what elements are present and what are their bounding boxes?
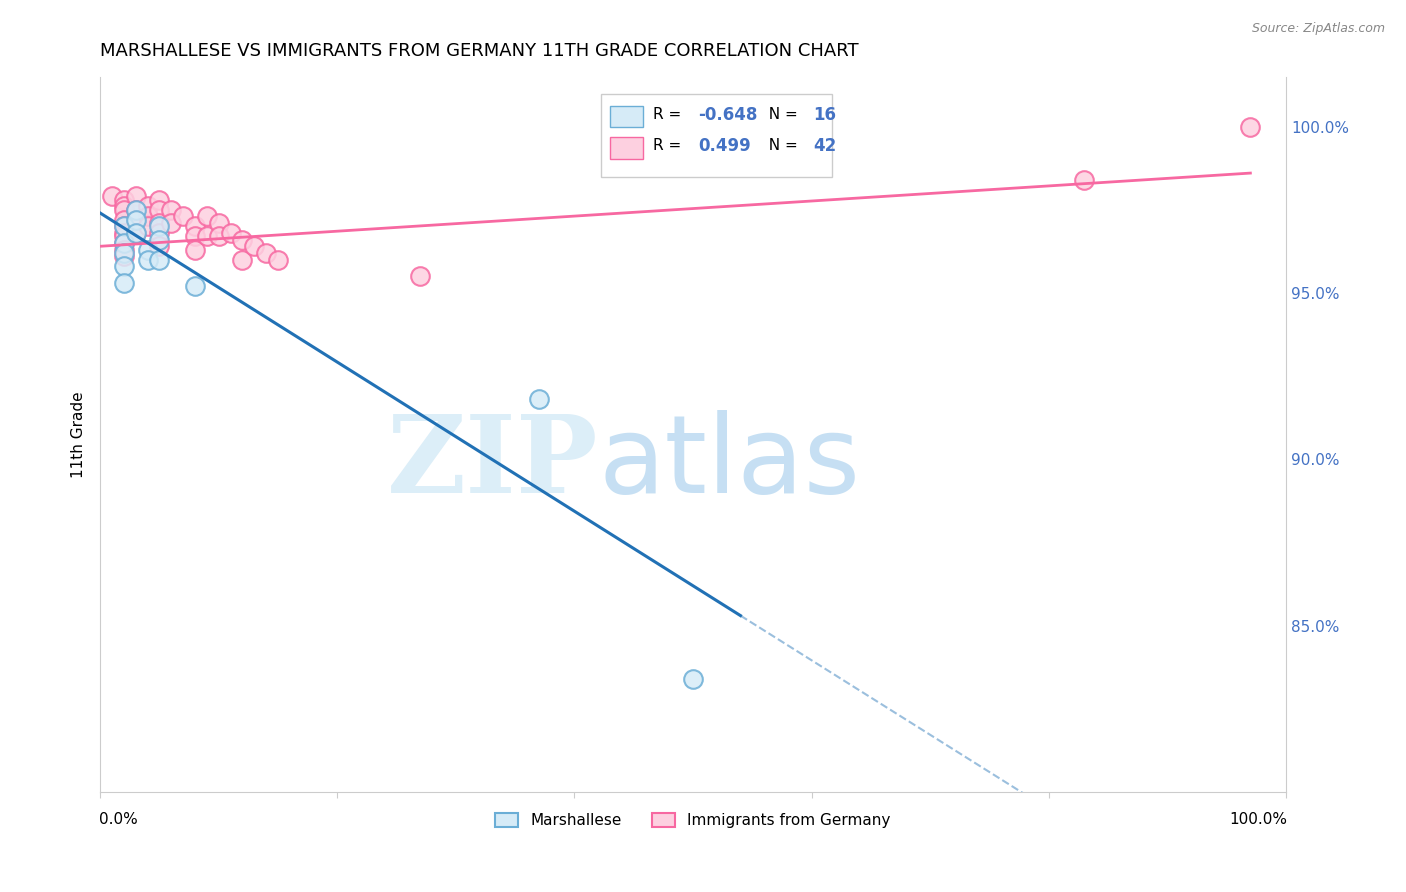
Point bbox=[195, 210, 218, 224]
Point bbox=[125, 202, 148, 217]
Point bbox=[148, 216, 170, 230]
Point bbox=[184, 279, 207, 293]
Text: ZIP: ZIP bbox=[387, 410, 598, 516]
Point bbox=[125, 202, 148, 217]
Text: 42: 42 bbox=[813, 137, 837, 155]
Point bbox=[148, 252, 170, 267]
Point bbox=[231, 233, 253, 247]
Point bbox=[243, 239, 266, 253]
Point bbox=[136, 252, 159, 267]
Point bbox=[112, 235, 135, 250]
Point bbox=[527, 392, 550, 407]
Point bbox=[184, 229, 207, 244]
Point bbox=[409, 269, 432, 284]
Point bbox=[112, 212, 135, 227]
Point bbox=[112, 249, 135, 263]
Text: -0.648: -0.648 bbox=[697, 105, 758, 123]
Point bbox=[172, 210, 194, 224]
Point bbox=[112, 193, 135, 207]
Point bbox=[160, 216, 183, 230]
Point bbox=[682, 672, 704, 686]
Point bbox=[112, 243, 135, 257]
Text: N =: N = bbox=[759, 138, 803, 153]
Point bbox=[112, 259, 135, 273]
FancyBboxPatch shape bbox=[600, 95, 832, 177]
Point bbox=[148, 239, 170, 253]
Text: R =: R = bbox=[652, 138, 686, 153]
Point bbox=[125, 212, 148, 227]
Point bbox=[254, 246, 277, 260]
Point bbox=[148, 219, 170, 234]
Point bbox=[136, 199, 159, 213]
Point bbox=[1239, 120, 1261, 134]
Point bbox=[208, 216, 231, 230]
Point bbox=[136, 219, 159, 234]
Point bbox=[148, 193, 170, 207]
Point bbox=[231, 252, 253, 267]
Point bbox=[219, 226, 242, 240]
Point bbox=[125, 226, 148, 240]
Point bbox=[112, 229, 135, 244]
Text: MARSHALLESE VS IMMIGRANTS FROM GERMANY 11TH GRADE CORRELATION CHART: MARSHALLESE VS IMMIGRANTS FROM GERMANY 1… bbox=[100, 42, 859, 60]
Point bbox=[112, 226, 135, 240]
Legend: Marshallese, Immigrants from Germany: Marshallese, Immigrants from Germany bbox=[489, 807, 897, 834]
Text: 100.0%: 100.0% bbox=[1229, 812, 1286, 827]
Point bbox=[112, 246, 135, 260]
Point bbox=[112, 219, 135, 234]
Text: 0.499: 0.499 bbox=[697, 137, 751, 155]
Point bbox=[112, 276, 135, 290]
FancyBboxPatch shape bbox=[610, 137, 643, 159]
Point bbox=[112, 219, 135, 234]
Point bbox=[112, 202, 135, 217]
Point bbox=[148, 226, 170, 240]
Point bbox=[195, 229, 218, 244]
Point bbox=[184, 243, 207, 257]
Text: Source: ZipAtlas.com: Source: ZipAtlas.com bbox=[1251, 22, 1385, 36]
Text: N =: N = bbox=[759, 107, 803, 122]
Point bbox=[112, 235, 135, 250]
Point bbox=[267, 252, 290, 267]
Point bbox=[1073, 173, 1095, 187]
Point bbox=[101, 189, 124, 203]
Point bbox=[184, 219, 207, 234]
Text: atlas: atlas bbox=[598, 410, 860, 516]
Text: 0.0%: 0.0% bbox=[98, 812, 138, 827]
Point bbox=[112, 199, 135, 213]
Text: 16: 16 bbox=[813, 105, 835, 123]
Point bbox=[148, 233, 170, 247]
Point bbox=[125, 226, 148, 240]
Point bbox=[160, 202, 183, 217]
Point bbox=[136, 243, 159, 257]
Y-axis label: 11th Grade: 11th Grade bbox=[72, 391, 86, 477]
Point bbox=[148, 202, 170, 217]
FancyBboxPatch shape bbox=[610, 106, 643, 128]
Point bbox=[125, 212, 148, 227]
Text: R =: R = bbox=[652, 107, 686, 122]
Point bbox=[208, 229, 231, 244]
Point bbox=[136, 210, 159, 224]
Point bbox=[125, 189, 148, 203]
